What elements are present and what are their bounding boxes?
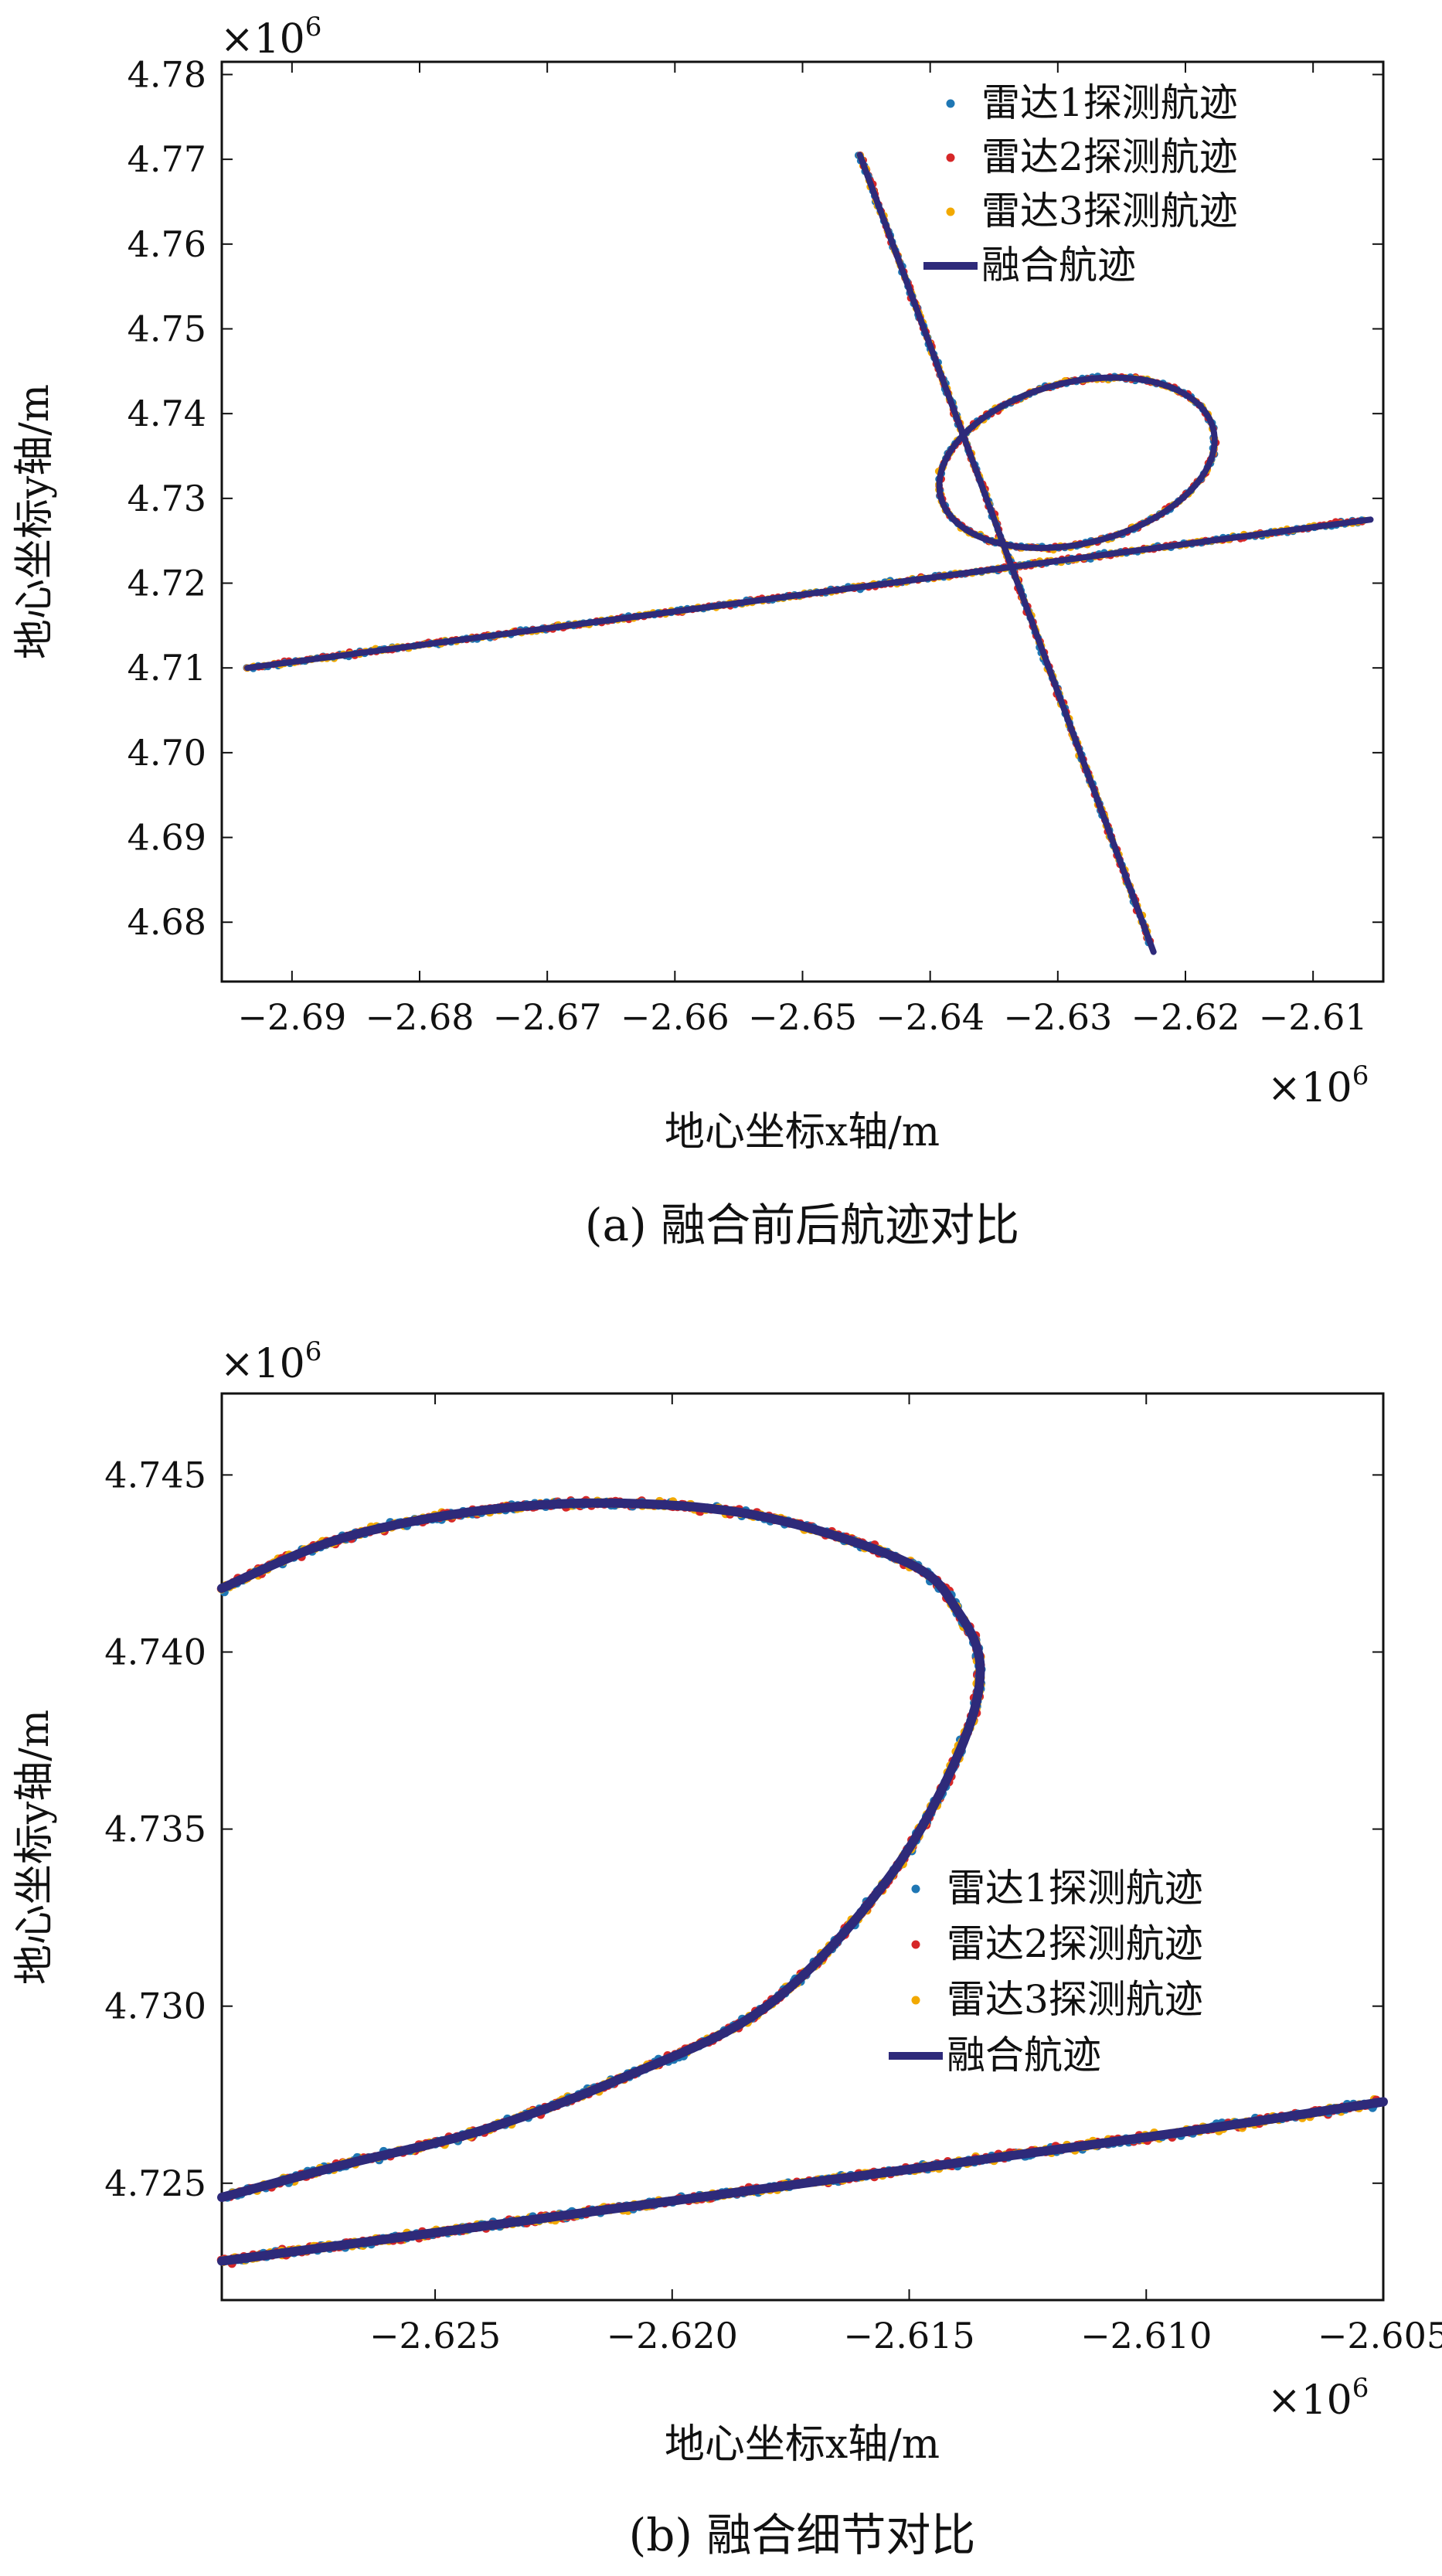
legend-point-swatch: [911, 1996, 920, 2005]
x-tick-label: −2.65: [748, 996, 857, 1038]
y-tick-label: 4.72: [128, 563, 206, 604]
x-tick-label: −2.62: [1131, 996, 1240, 1038]
panel-b: −2.625 −2.620 −2.615 −2.610 −2.605 4.725 4.73…: [12, 1336, 1442, 2561]
fused-track-line: [244, 516, 1374, 672]
fused-track-line: [856, 151, 1157, 955]
legend-point-swatch: [911, 1940, 920, 1949]
x-multiplier-b: ×106: [1267, 2373, 1369, 2424]
y-tick-label: 4.76: [128, 223, 206, 265]
x-tick-label: −2.68: [366, 996, 474, 1038]
legend-entry: 雷达2探测航迹: [911, 1921, 1203, 1966]
caption-b: (b) 融合细节对比: [629, 2509, 976, 2561]
y-tick-labels-a: 4.68 4.69 4.70 4.71 4.72 4.73 4.74 4.75 4.76 4.77…: [128, 53, 206, 943]
panel-a: −2.69 −2.68 −2.67 −2.66 −2.65 −2.64 −2.63 −2.62…: [12, 12, 1385, 1251]
tick-marks-b: [222, 1393, 1384, 2300]
y-tick-labels-b: 4.725 4.730 4.735 4.740 4.745: [104, 1454, 206, 2203]
y-tick-label: 4.740: [104, 1631, 206, 1673]
y-tick-label: 4.73: [128, 478, 206, 519]
fused-track-line: [217, 2097, 1388, 2266]
plot-frame-b: [220, 1392, 1385, 2302]
x-tick-label: −2.67: [493, 996, 602, 1038]
x-tick-label: −2.69: [237, 996, 346, 1038]
x-tick-labels-b: −2.625 −2.620 −2.615 −2.610 −2.605: [369, 2315, 1442, 2357]
x-tick-label: −2.605: [1318, 2315, 1442, 2357]
fused-track-line: [936, 374, 1218, 551]
legend-entry: 雷达3探测航迹: [946, 189, 1238, 233]
x-tick-labels-a: −2.69 −2.68 −2.67 −2.66 −2.65 −2.64 −2.63 −2.62…: [237, 996, 1367, 1038]
y-tick-label: 4.74: [128, 393, 206, 434]
y-tick-label: 4.745: [104, 1454, 206, 1496]
legend-label: 雷达1探测航迹: [947, 1866, 1203, 1911]
fused-track-line: [217, 1498, 985, 2203]
x-axis-label-b: 地心坐标x轴/m: [665, 2421, 940, 2468]
legend-label: 雷达2探测航迹: [981, 134, 1238, 179]
x-tick-label: −2.610: [1080, 2315, 1212, 2357]
x-tick-label: −2.625: [369, 2315, 501, 2357]
x-axis-label-a: 地心坐标x轴/m: [665, 1109, 940, 1155]
legend-entry: 雷达1探测航迹: [946, 80, 1238, 125]
y-tick-label: 4.77: [128, 138, 206, 180]
legend-entry: 融合航迹: [923, 243, 1136, 288]
y-tick-label: 4.69: [128, 817, 206, 859]
tick-marks-a: [222, 62, 1383, 982]
y-axis-label-b: 地心坐标y轴/m: [12, 1710, 58, 1985]
legend-label: 雷达3探测航迹: [981, 189, 1238, 233]
legend-entry: 雷达3探测航迹: [911, 1977, 1203, 2022]
y-axis-label-a: 地心坐标y轴/m: [12, 384, 58, 659]
radar-points-a: [243, 151, 1368, 947]
legend-entry: 雷达1探测航迹: [911, 1866, 1203, 1911]
y-tick-label: 4.735: [104, 1809, 206, 1850]
legend-point-swatch: [946, 99, 955, 108]
fused-tracks-a: [244, 151, 1374, 955]
legend-point-swatch: [911, 1884, 920, 1894]
fused-tracks-b: [217, 1498, 1388, 2266]
y-tick-label: 4.75: [128, 308, 206, 349]
y-multiplier-b: ×106: [220, 1336, 321, 1387]
legend-label: 融合航迹: [981, 243, 1136, 288]
x-tick-label: −2.615: [843, 2315, 974, 2357]
x-tick-label: −2.61: [1259, 996, 1368, 1038]
legend-label: 雷达2探测航迹: [947, 1921, 1203, 1966]
x-multiplier-a: ×106: [1267, 1060, 1369, 1111]
caption-a: (a) 融合前后航迹对比: [585, 1199, 1019, 1251]
legend-point-swatch: [946, 207, 955, 216]
y-tick-label: 4.725: [104, 2163, 206, 2204]
x-tick-label: −2.64: [876, 996, 985, 1038]
x-tick-label: −2.620: [607, 2315, 738, 2357]
legend-label: 雷达1探测航迹: [981, 80, 1238, 125]
legend-label: 雷达3探测航迹: [947, 1977, 1203, 2022]
y-multiplier-a: ×106: [220, 12, 321, 63]
y-tick-label: 4.70: [128, 732, 206, 774]
legend-point-swatch: [946, 153, 955, 162]
y-tick-label: 4.730: [104, 1986, 206, 2027]
legend-label: 融合航迹: [947, 2033, 1101, 2077]
x-tick-label: −2.63: [1003, 996, 1112, 1038]
y-tick-label: 4.71: [128, 647, 206, 689]
legend-entry: 融合航迹: [889, 2033, 1101, 2077]
x-tick-label: −2.66: [621, 996, 730, 1038]
y-tick-label: 4.68: [128, 901, 206, 943]
y-tick-label: 4.78: [128, 53, 206, 95]
legend-entry: 雷达2探测航迹: [946, 134, 1238, 179]
